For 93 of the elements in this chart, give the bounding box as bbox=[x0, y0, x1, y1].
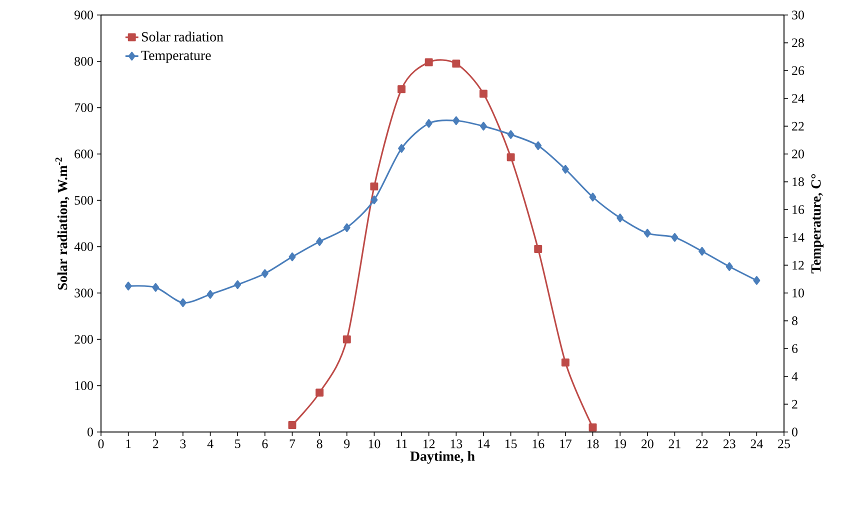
x-tick-label: 3 bbox=[180, 440, 186, 448]
x-tick-label: 16 bbox=[532, 440, 544, 448]
point bbox=[370, 182, 378, 190]
x-tick-label: 19 bbox=[614, 440, 626, 448]
point bbox=[316, 388, 324, 397]
point bbox=[698, 246, 706, 256]
y2-tick-label: 18 bbox=[792, 177, 804, 186]
x-tick-label: 2 bbox=[152, 440, 158, 448]
x-tick-label: 14 bbox=[478, 440, 490, 448]
x-tick-label: 6 bbox=[262, 440, 268, 448]
x-tick-label: 4 bbox=[207, 440, 214, 448]
y2-tick-label: 4 bbox=[792, 372, 798, 381]
y-tick-label: 900 bbox=[74, 10, 94, 20]
point bbox=[479, 90, 488, 98]
x-tick-label: 15 bbox=[505, 440, 517, 448]
x-tick-label: 18 bbox=[587, 440, 599, 448]
point bbox=[424, 58, 433, 66]
point bbox=[398, 144, 406, 153]
y2-tick-label: 16 bbox=[792, 205, 804, 214]
point bbox=[288, 421, 296, 430]
y2-tick-label: 0 bbox=[792, 428, 798, 436]
y2-axis-title: Temperature, C° bbox=[811, 174, 824, 274]
y2-tick-label: 30 bbox=[792, 10, 804, 20]
point bbox=[152, 283, 160, 292]
x-tick-label: 12 bbox=[424, 440, 435, 448]
point bbox=[261, 269, 268, 278]
y-tick-label: 400 bbox=[74, 242, 94, 252]
point bbox=[588, 423, 597, 432]
y-tick-label: 700 bbox=[74, 103, 94, 112]
x-tick-label: 25 bbox=[778, 440, 790, 448]
point bbox=[452, 116, 460, 126]
point bbox=[644, 228, 651, 238]
y-tick-label: 500 bbox=[74, 196, 94, 205]
point bbox=[507, 130, 514, 139]
legend-label: Solar radiation bbox=[142, 32, 224, 42]
point bbox=[562, 164, 569, 174]
x-tick-label: 7 bbox=[290, 440, 296, 448]
point bbox=[506, 153, 515, 162]
y-axis-title: Solar radiation, W.m$^{-2}$ bbox=[55, 158, 70, 290]
point bbox=[124, 282, 132, 290]
x-tick-label: 17 bbox=[560, 440, 572, 448]
point bbox=[726, 262, 733, 271]
x-tick-label: 24 bbox=[750, 440, 763, 448]
y-tick-label: 0 bbox=[88, 428, 94, 436]
point bbox=[452, 60, 460, 68]
point bbox=[671, 233, 678, 242]
point bbox=[480, 122, 487, 131]
y2-tick-label: 28 bbox=[792, 38, 804, 48]
point bbox=[370, 195, 378, 204]
x-tick-label: 13 bbox=[450, 440, 462, 448]
y2-tick-label: 8 bbox=[792, 316, 798, 326]
point bbox=[425, 119, 432, 128]
x-tick-label: 10 bbox=[368, 440, 380, 448]
point bbox=[398, 85, 406, 94]
y2-tick-label: 20 bbox=[792, 150, 804, 158]
point bbox=[753, 276, 760, 285]
y2-tick-label: 14 bbox=[792, 233, 804, 242]
y2-tick-label: 22 bbox=[792, 122, 804, 130]
point bbox=[234, 280, 242, 290]
y-tick-label: 200 bbox=[74, 334, 94, 344]
point bbox=[561, 358, 570, 366]
y2-tick-label: 2 bbox=[792, 400, 798, 408]
x-tick-label: 0 bbox=[98, 440, 104, 448]
point bbox=[342, 335, 351, 344]
point bbox=[534, 141, 542, 150]
y-tick-label: 300 bbox=[74, 288, 94, 298]
point bbox=[316, 237, 324, 246]
y-tick-label: 100 bbox=[75, 381, 94, 390]
y2-tick-label: 6 bbox=[792, 344, 798, 353]
point bbox=[179, 298, 186, 308]
x-tick-label: 8 bbox=[316, 440, 322, 448]
y2-tick-label: 24 bbox=[792, 94, 804, 103]
x-tick-label: 11 bbox=[396, 440, 407, 448]
point bbox=[288, 252, 296, 262]
y2-tick-label: 12 bbox=[792, 260, 804, 270]
y-tick-label: 800 bbox=[74, 56, 94, 66]
x-tick-label: 1 bbox=[126, 440, 131, 448]
x-axis-title: Daytime, h bbox=[410, 451, 475, 464]
x-tick-label: 20 bbox=[641, 440, 654, 448]
y2-tick-label: 26 bbox=[792, 66, 804, 75]
point bbox=[589, 192, 596, 202]
point bbox=[343, 223, 350, 232]
y-tick-label: 600 bbox=[74, 150, 94, 158]
point bbox=[206, 290, 214, 299]
point bbox=[534, 244, 542, 253]
point bbox=[616, 214, 624, 222]
y2-tick-label: 10 bbox=[792, 288, 804, 298]
legend-label: Temperature bbox=[141, 50, 211, 63]
x-tick-label: 22 bbox=[696, 440, 708, 448]
x-tick-label: 5 bbox=[235, 440, 240, 448]
x-tick-label: 9 bbox=[344, 440, 350, 448]
x-tick-label: 23 bbox=[723, 440, 736, 448]
x-tick-label: 21 bbox=[668, 440, 680, 448]
